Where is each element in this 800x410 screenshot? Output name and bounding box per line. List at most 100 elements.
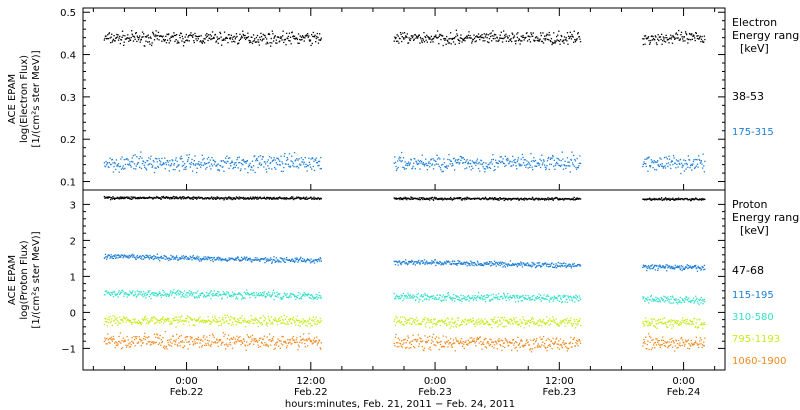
data-point — [268, 33, 271, 36]
data-point — [703, 35, 705, 37]
data-point — [696, 267, 698, 269]
data-point — [279, 196, 281, 198]
data-point — [552, 266, 554, 268]
data-point — [481, 36, 484, 39]
data-point — [522, 34, 524, 37]
data-point — [475, 322, 477, 324]
data-point — [485, 263, 488, 265]
data-point — [263, 291, 265, 293]
data-point — [145, 294, 148, 296]
data-point — [275, 42, 277, 44]
data-point — [546, 322, 549, 324]
data-point — [179, 196, 181, 198]
data-point — [226, 314, 228, 316]
data-point — [275, 198, 277, 200]
data-point — [695, 197, 697, 199]
data-point — [309, 166, 312, 168]
data-point — [697, 302, 699, 304]
data-point — [647, 296, 649, 298]
data-point — [457, 319, 459, 322]
data-point — [651, 264, 654, 266]
data-point — [540, 34, 542, 37]
data-point — [169, 322, 172, 325]
data-point — [232, 197, 234, 199]
data-point — [563, 319, 565, 321]
data-point — [492, 263, 494, 265]
data-point — [678, 324, 680, 326]
data-point — [509, 264, 511, 266]
data-point — [299, 321, 301, 324]
data-point — [478, 321, 480, 323]
data-point — [139, 322, 141, 325]
data-point — [211, 196, 213, 198]
data-point — [488, 166, 491, 169]
data-point — [509, 198, 512, 200]
data-point — [275, 162, 277, 164]
data-point — [678, 298, 680, 301]
data-point — [546, 198, 549, 200]
data-point — [178, 294, 180, 296]
data-point — [265, 198, 267, 200]
data-point — [439, 324, 442, 327]
data-point — [648, 156, 650, 158]
data-point — [556, 323, 558, 325]
data-point — [119, 256, 121, 258]
data-point — [426, 164, 428, 166]
data-point — [165, 255, 167, 258]
data-point — [467, 197, 469, 199]
data-point — [439, 167, 442, 169]
data-point — [493, 165, 496, 168]
data-point — [497, 199, 499, 201]
data-point — [152, 258, 154, 261]
data-point — [107, 322, 109, 324]
data-point — [304, 37, 306, 39]
data-point — [539, 318, 541, 321]
series-795-1193 — [103, 314, 706, 329]
data-point — [122, 291, 124, 293]
data-point — [282, 35, 284, 37]
data-point — [113, 320, 115, 322]
data-point — [189, 317, 191, 319]
data-point — [650, 294, 652, 297]
data-point — [558, 164, 560, 166]
data-point — [475, 40, 477, 42]
data-point — [686, 266, 688, 268]
data-point — [408, 37, 410, 39]
data-point — [309, 163, 311, 166]
data-point — [117, 296, 119, 298]
data-point — [104, 321, 107, 323]
data-point — [317, 294, 319, 296]
data-point — [129, 290, 131, 292]
data-point — [301, 35, 304, 37]
data-point — [663, 199, 666, 201]
data-point — [144, 315, 146, 317]
data-point — [291, 161, 293, 163]
data-point — [429, 166, 431, 168]
data-point — [158, 292, 160, 294]
data-point — [493, 169, 495, 172]
data-point — [511, 32, 513, 34]
data-point — [420, 295, 422, 297]
data-point — [108, 162, 111, 164]
data-point — [119, 42, 121, 45]
data-point — [554, 296, 556, 299]
data-point — [454, 37, 456, 39]
data-point — [203, 256, 205, 258]
data-point — [401, 321, 403, 323]
data-point — [159, 319, 161, 322]
data-point — [283, 314, 285, 316]
data-point — [672, 155, 675, 157]
data-point — [694, 301, 696, 303]
electron-series — [103, 29, 706, 175]
data-point — [553, 320, 555, 322]
data-point — [255, 318, 258, 320]
data-point — [267, 260, 269, 262]
data-point — [688, 266, 691, 268]
data-point — [415, 323, 417, 325]
data-point — [162, 163, 164, 165]
data-point — [533, 39, 535, 41]
data-point — [218, 317, 221, 319]
data-point — [578, 320, 580, 322]
data-point — [177, 319, 179, 321]
data-point — [251, 42, 254, 45]
